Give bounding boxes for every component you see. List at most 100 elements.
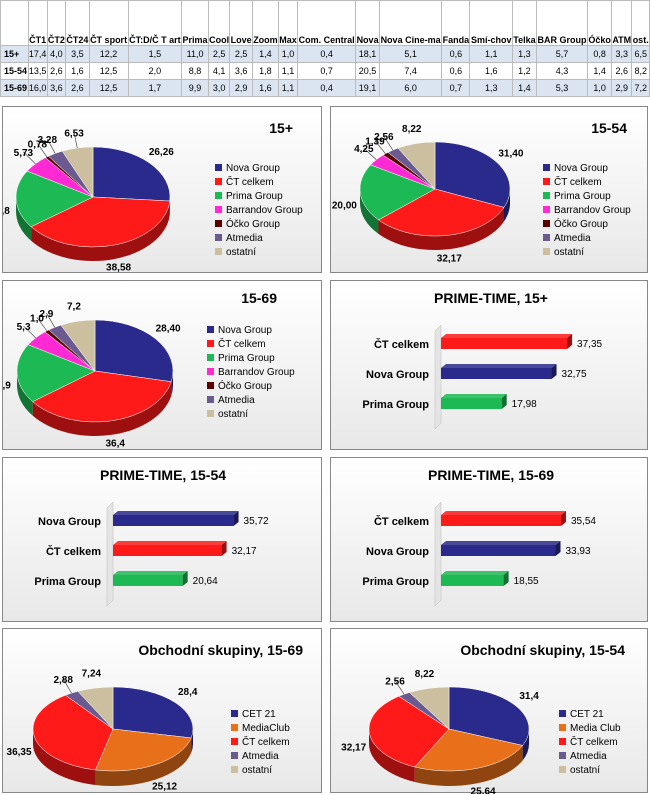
pie-leader-line <box>73 132 78 149</box>
pie-leader-line <box>46 312 55 328</box>
bar-top-ct-celkem <box>441 511 566 515</box>
legend-swatch-nova-group <box>215 164 222 171</box>
bar-value-label: 37,35 <box>577 339 602 350</box>
legend-swatch-atmedia <box>207 396 214 403</box>
legend-swatch-ostatni <box>231 766 238 773</box>
pie-slice-nova-group <box>434 141 511 208</box>
legend-swatch-media-club <box>559 724 566 731</box>
legend-entry-barrandov-group: Barrandov Group <box>554 205 631 216</box>
bar-value-label: 35,54 <box>571 516 596 527</box>
pie-leader-line <box>374 140 386 154</box>
legend-entry-ostatni: ostatní <box>554 247 584 258</box>
pie-side-ct-celkem <box>31 200 170 261</box>
pie-value-label: 25,64 <box>471 786 496 794</box>
legend-entry-ocko-group: Óčko Group <box>226 217 280 230</box>
chart-title: Obchodní skupiny, 15-54 <box>460 642 625 658</box>
table-cell: 1,1 <box>277 79 298 97</box>
pie-slice-ct-celkem <box>368 695 450 768</box>
pie-value-label: 2,56 <box>374 132 394 143</box>
bar-side-nova-group <box>551 364 557 379</box>
table-cell: 2,5 <box>207 45 231 63</box>
legend-swatch-ct-celkem <box>215 178 222 185</box>
pie-value-label: 32,17 <box>341 742 366 753</box>
legend-entry-mediaclub: MediaClub <box>242 723 290 734</box>
chart-title: 15-54 <box>591 120 627 136</box>
bar-prima-group <box>441 575 504 586</box>
legend-swatch-ocko-group <box>207 382 214 389</box>
bar-top-nova-group <box>113 511 239 515</box>
table-cell: 1,6 <box>65 62 90 80</box>
column-header-com-central: Com. Central <box>296 0 357 46</box>
table-cell: 1,8 <box>251 62 279 80</box>
column-header-ct-d-c-t-art: ČT:D/Č T art <box>127 0 183 46</box>
table-cell: 13,5 <box>27 62 48 80</box>
pie-value-label: 28,4 <box>178 687 198 698</box>
pie-value-label: 2,88 <box>53 675 73 686</box>
legend-entry-barrandov-group: Barrandov Group <box>218 367 295 378</box>
legend-swatch-cet-21 <box>559 710 566 717</box>
column-header-ct2: ČT2 <box>46 0 67 46</box>
chart-title: PRIME-TIME, 15+ <box>434 290 548 306</box>
bar-value-label: 18,55 <box>514 576 539 587</box>
bar-nova-group <box>113 515 234 526</box>
share-table: ČT1 ČT2 ČT24 ČT sport ČT:D/Č T art Prima Cool L… <box>0 0 650 97</box>
chart-title: 15-69 <box>241 290 277 306</box>
pie-side-cet-21 <box>522 729 529 761</box>
bar-chart-prime-15-69: PRIME-TIME, 15-69 ČT celkem 35,54 Nova Grou… <box>362 467 596 607</box>
legend-swatch-cet-21 <box>231 710 238 717</box>
bar-side-ct-celkem <box>560 511 566 526</box>
chart-title: Obchodní skupiny, 15-69 <box>138 642 303 658</box>
pie-chart-15-69: 15-69 28,40 36,4 18,9 5,31,02,9 7,2 Nova Group… <box>3 290 295 450</box>
table-cell: 1,3 <box>511 45 537 63</box>
category-label-nova-group: Nova Group <box>366 546 429 558</box>
column-header-telka: Telka <box>511 0 537 46</box>
table-cell: 0,7 <box>441 79 471 97</box>
legend-entry-ostatni: ostatní <box>570 765 600 776</box>
column-header-ct1: ČT1 <box>27 0 48 46</box>
pie-panel-15-69: 15-69 28,40 36,4 18,9 5,31,02,9 7,2 Nova Group… <box>2 280 322 450</box>
table-cell: 3,5 <box>65 45 90 63</box>
bar-top-prima-group <box>113 571 188 575</box>
pie-value-label: 32,17 <box>437 253 462 264</box>
legend-swatch-ocko-group <box>215 220 222 227</box>
legend-entry-prima-group: Prima Group <box>554 191 611 202</box>
table-cell: 1,5 <box>127 45 183 63</box>
pie-chart-obchodni-15-69: Obchodní skupiny, 15-69 28,4 25,12 36,35 2,8… <box>7 642 304 793</box>
pie-leader-line <box>23 325 36 339</box>
pie-value-label: 1,0 <box>30 313 44 324</box>
table-body: 15+ 17,4 4,0 3,5 12,2 1,5 11,0 2,5 2,5 1,4 1,0 0,4 1… <box>0 45 650 97</box>
bar-axis-wall <box>434 324 442 430</box>
legend-swatch-ct-celkem <box>207 340 214 347</box>
table-cell: 17,4 <box>27 45 48 63</box>
bar-prima-group <box>441 398 502 409</box>
table-cell: 2,6 <box>65 79 90 97</box>
pie-value-label: 25,12 <box>152 782 177 793</box>
pie-chart-15-54: 15-54 31,40 32,17 20,00 4,251,392,56 8,22 Nova… <box>332 120 631 264</box>
table-cell: 1,0 <box>277 45 298 63</box>
pie-chart-obchodni-15-54: Obchodní skupiny, 15-54 31,4 25,64 32,17 2,5… <box>341 642 625 794</box>
table-cell: 9,9 <box>181 79 209 97</box>
column-header-zoom: Zoom <box>251 0 279 46</box>
table-cell: 2,6 <box>46 62 67 80</box>
bar-side-prima-group <box>503 571 509 586</box>
table-cell: 3,3 <box>611 45 633 63</box>
bar-top-nova-group <box>441 541 561 545</box>
pie-leader-line <box>47 138 56 154</box>
legend-swatch-prima-group <box>215 192 222 199</box>
pie-panel-obchodni-15-69: Obchodní skupiny, 15-69 28,4 25,12 36,35 2,8… <box>2 628 322 793</box>
pie-slice-mediaclub <box>95 728 192 772</box>
legend-swatch-nova-group <box>543 164 550 171</box>
column-header-prima: Prima <box>181 0 209 46</box>
legend-entry-prima-group: Prima Group <box>226 191 283 202</box>
pie-chart-15plus: 15+ 26,26 38,58 18,8 5,730,783,28 6,53 Nova Gr… <box>3 120 303 274</box>
bar-panel-prime-15-54: PRIME-TIME, 15-54 Nova Group 35,72 ČT celke… <box>2 457 322 622</box>
chart-title: PRIME-TIME, 15-54 <box>100 467 226 483</box>
legend-swatch-barrandov-group <box>543 206 550 213</box>
bar-top-nova-group <box>441 364 557 368</box>
column-header-bar-group: BAR Group <box>535 0 589 46</box>
bar-side-prima-group <box>182 571 188 586</box>
table-row: 15+ 17,4 4,0 3,5 12,2 1,5 11,0 2,5 2,5 1,4 1,0 0,4 1… <box>0 45 650 63</box>
legend-swatch-ostatni <box>543 248 550 255</box>
pie-value-label: 3,28 <box>38 135 58 146</box>
